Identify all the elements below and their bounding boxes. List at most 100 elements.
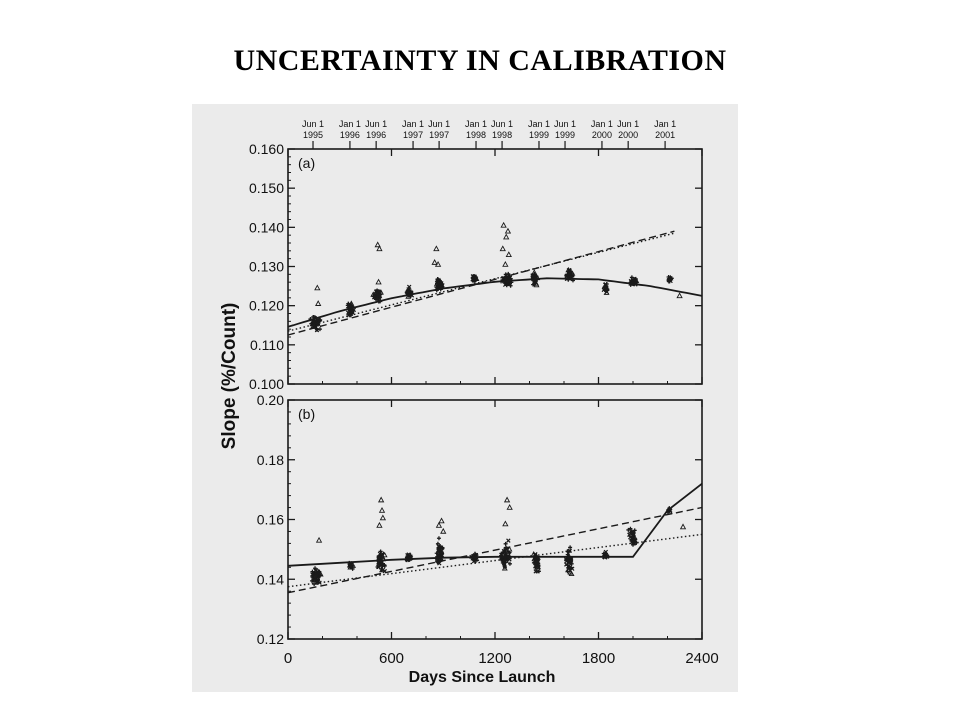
panel-b: (b) 0.12 0.14 0.16 0.18 0.20 0 600 1200 1800 2400 xyxy=(257,392,719,667)
outlier-point xyxy=(506,504,513,510)
x-tick-label: 600 xyxy=(379,650,404,667)
date-tick-label-month: Jan 1 xyxy=(528,119,550,129)
data-point-plus xyxy=(632,528,637,533)
data-point-cross xyxy=(436,547,441,552)
y-tick-label: 0.100 xyxy=(249,376,284,392)
data-point-plus xyxy=(346,301,351,306)
outlier-point xyxy=(315,536,323,543)
data-point-plus xyxy=(310,569,315,574)
data-point-cross xyxy=(437,561,442,566)
data-point-plus xyxy=(349,563,354,568)
data-point-plus xyxy=(568,545,573,550)
slide-title: UNCERTAINTY IN CALIBRATION xyxy=(233,44,727,77)
data-point-plus xyxy=(318,317,323,322)
data-point-cross xyxy=(567,267,572,273)
data-point-plus xyxy=(377,294,382,299)
date-tick-label-month: Jun 1 xyxy=(365,119,387,129)
data-point-plus xyxy=(502,565,507,570)
figure-photo: Jun 1 1995 Jan 1 1996 Jun 1 1996 Jan 1 1997 Jun … xyxy=(192,104,738,692)
data-point-cross xyxy=(535,569,540,574)
y-tick-label: 0.160 xyxy=(249,141,284,157)
data-point-cross xyxy=(533,563,538,569)
data-point-plus xyxy=(604,288,609,293)
outlier-point xyxy=(379,514,387,521)
outlier-point xyxy=(433,245,440,252)
data-point-cross xyxy=(313,573,319,579)
data-point-triangle xyxy=(565,566,572,573)
data-point-plus xyxy=(632,538,637,543)
data-point-plus xyxy=(380,561,385,566)
panel-label: (a) xyxy=(298,155,315,171)
date-tick-label-month: Jun 1 xyxy=(617,119,639,129)
x-tick-label: 1200 xyxy=(478,650,511,667)
data-point-plus xyxy=(435,277,440,282)
plot-frame xyxy=(287,148,703,385)
y-tick-label: 0.150 xyxy=(249,180,284,196)
data-point-cross xyxy=(376,564,381,570)
data-point-plus xyxy=(666,275,671,280)
fit-line-dashed xyxy=(287,506,703,594)
data-point-plus xyxy=(309,578,314,583)
date-tick-label-year: 2000 xyxy=(618,130,638,140)
data-point-plus xyxy=(669,276,674,281)
data-point-triangle xyxy=(532,554,539,561)
y-tick-label: 0.16 xyxy=(257,512,284,528)
data-point-cross xyxy=(563,556,569,562)
outlier-point xyxy=(679,523,687,530)
y-tick-label: 0.120 xyxy=(249,298,284,314)
outlier-point xyxy=(505,251,512,257)
fit-line-dotted xyxy=(287,232,675,332)
data-point-plus xyxy=(375,296,380,301)
date-tick-label-year: 2000 xyxy=(592,130,612,140)
outlier-point xyxy=(503,496,511,503)
plot-frame xyxy=(287,399,703,640)
data-point-plus xyxy=(569,565,574,570)
x-tick-label: 2400 xyxy=(685,650,718,667)
date-tick-label-year: 1995 xyxy=(303,130,323,140)
x-axis-label: Days Since Launch xyxy=(409,669,556,686)
outlier-point xyxy=(375,278,382,285)
y-tick-label: 0.20 xyxy=(257,392,284,408)
data-point-plus xyxy=(508,283,513,288)
fit-line-dotted xyxy=(287,533,703,588)
outlier-point xyxy=(376,245,383,252)
outlier-point xyxy=(499,245,506,252)
y-tick-label: 0.12 xyxy=(257,631,284,647)
y-tick-label: 0.130 xyxy=(249,259,284,275)
y-tick-label: 0.110 xyxy=(250,337,284,353)
date-tick-label-year: 1999 xyxy=(529,130,549,140)
data-point-cross xyxy=(406,552,411,557)
fit-line-solid xyxy=(287,482,703,567)
data-point-cross xyxy=(630,277,635,282)
panel-a: (a) 0.100 0.110 0.120 0.130 0.140 0.150 0.160 xyxy=(249,141,703,392)
data-point-plus xyxy=(569,561,574,566)
y-tick-label: 0.14 xyxy=(257,571,284,587)
panel-label: (b) xyxy=(298,406,315,422)
outlier-point xyxy=(431,259,438,265)
data-point-plus xyxy=(377,289,382,294)
outlier-point xyxy=(438,517,445,524)
data-point-cross xyxy=(377,551,383,557)
fit-line-solid xyxy=(287,277,703,328)
data-point-plus xyxy=(629,529,634,534)
date-tick-label-month: Jan 1 xyxy=(402,119,424,129)
data-point-plus xyxy=(507,561,512,566)
data-point-plus xyxy=(628,526,633,531)
data-point-plus xyxy=(506,271,511,276)
date-tick-label-year: 1998 xyxy=(466,130,486,140)
data-point-cross xyxy=(405,289,410,295)
date-tick-label-month: Jun 1 xyxy=(491,119,513,129)
data-point-plus xyxy=(440,551,445,556)
data-point-plus xyxy=(350,566,355,571)
data-point-plus xyxy=(602,285,607,290)
data-point-plus xyxy=(502,548,507,553)
data-point-triangle xyxy=(533,281,540,288)
data-point-triangle xyxy=(370,291,377,297)
data-point-plus xyxy=(318,572,323,577)
outlier-point xyxy=(377,496,385,503)
data-point-cross xyxy=(566,271,572,277)
data-point-plus xyxy=(629,538,634,543)
data-point-plus xyxy=(311,320,316,325)
outlier-point xyxy=(435,521,443,528)
